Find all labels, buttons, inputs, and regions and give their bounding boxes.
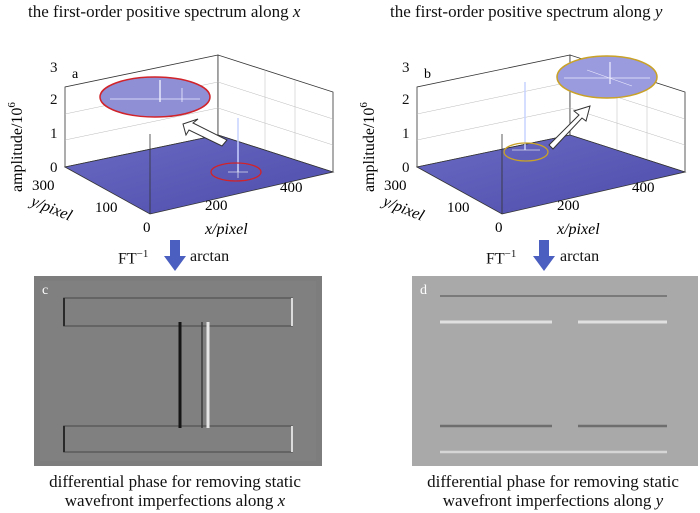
x-tick: 0 bbox=[143, 220, 151, 236]
right-title: the first-order positive spectrum along … bbox=[390, 2, 663, 21]
z-tick: 0 bbox=[50, 160, 58, 176]
zoom-ellipse bbox=[99, 76, 211, 118]
y-tick: 100 bbox=[447, 200, 470, 216]
x-tick: 400 bbox=[280, 180, 303, 196]
z-tick: 1 bbox=[402, 126, 410, 142]
x-axis-label: x/pixel bbox=[556, 221, 600, 237]
down-arrow-right bbox=[533, 240, 555, 271]
x-tick: 200 bbox=[557, 198, 580, 214]
phase-image-y: d bbox=[412, 276, 698, 466]
y-tick: 300 bbox=[32, 178, 55, 194]
x-axis-label: x/pixel bbox=[204, 221, 248, 237]
x-tick: 0 bbox=[495, 220, 503, 236]
x-tick: 400 bbox=[632, 180, 655, 196]
floor-plane bbox=[63, 134, 335, 215]
caption-right: differential phase for removing static w… bbox=[427, 472, 679, 510]
ft-label-left: FT−1 bbox=[118, 248, 149, 268]
spectrum-plot-x: 0 1 2 3 amplitude/106 a 0 200 400 x/pixe… bbox=[6, 54, 335, 237]
z-tick: 1 bbox=[50, 126, 58, 142]
panel-label-a: a bbox=[72, 67, 79, 82]
x-tick: 200 bbox=[205, 198, 228, 214]
z-tick: 3 bbox=[402, 60, 410, 76]
z-axis-label: amplitude/106 bbox=[358, 102, 378, 192]
z-tick: 2 bbox=[50, 92, 58, 108]
small-ellipse bbox=[210, 162, 262, 182]
down-arrow-left bbox=[164, 240, 186, 271]
zoom-arrow bbox=[182, 118, 228, 147]
y-axis-label: y/pixel bbox=[27, 192, 75, 225]
floor-plane bbox=[415, 134, 687, 215]
ft-label-right: FT−1 bbox=[486, 248, 517, 268]
arctan-label-left: arctan bbox=[190, 248, 230, 265]
y-tick: 100 bbox=[95, 200, 118, 216]
zoom-arrow bbox=[548, 105, 591, 150]
y-tick: 300 bbox=[384, 178, 407, 194]
phase-image-x: c bbox=[34, 276, 322, 466]
caption-left: differential phase for removing static w… bbox=[49, 472, 301, 510]
z-tick: 3 bbox=[50, 60, 58, 76]
y-axis-label: y/pixel bbox=[379, 192, 427, 225]
spectrum-plot-y: 0 1 2 3 amplitude/106 b 0 200 400 x/pixe… bbox=[358, 54, 687, 237]
panel-label-c: c bbox=[42, 283, 48, 298]
z-tick: 0 bbox=[402, 160, 410, 176]
z-tick: 2 bbox=[402, 92, 410, 108]
panel-label-b: b bbox=[424, 67, 431, 82]
z-axis-label: amplitude/106 bbox=[6, 102, 26, 192]
left-title: the first-order positive spectrum along … bbox=[28, 2, 301, 21]
arctan-label-right: arctan bbox=[560, 248, 600, 265]
panel-label-d: d bbox=[420, 283, 427, 298]
small-ellipse bbox=[503, 142, 549, 162]
